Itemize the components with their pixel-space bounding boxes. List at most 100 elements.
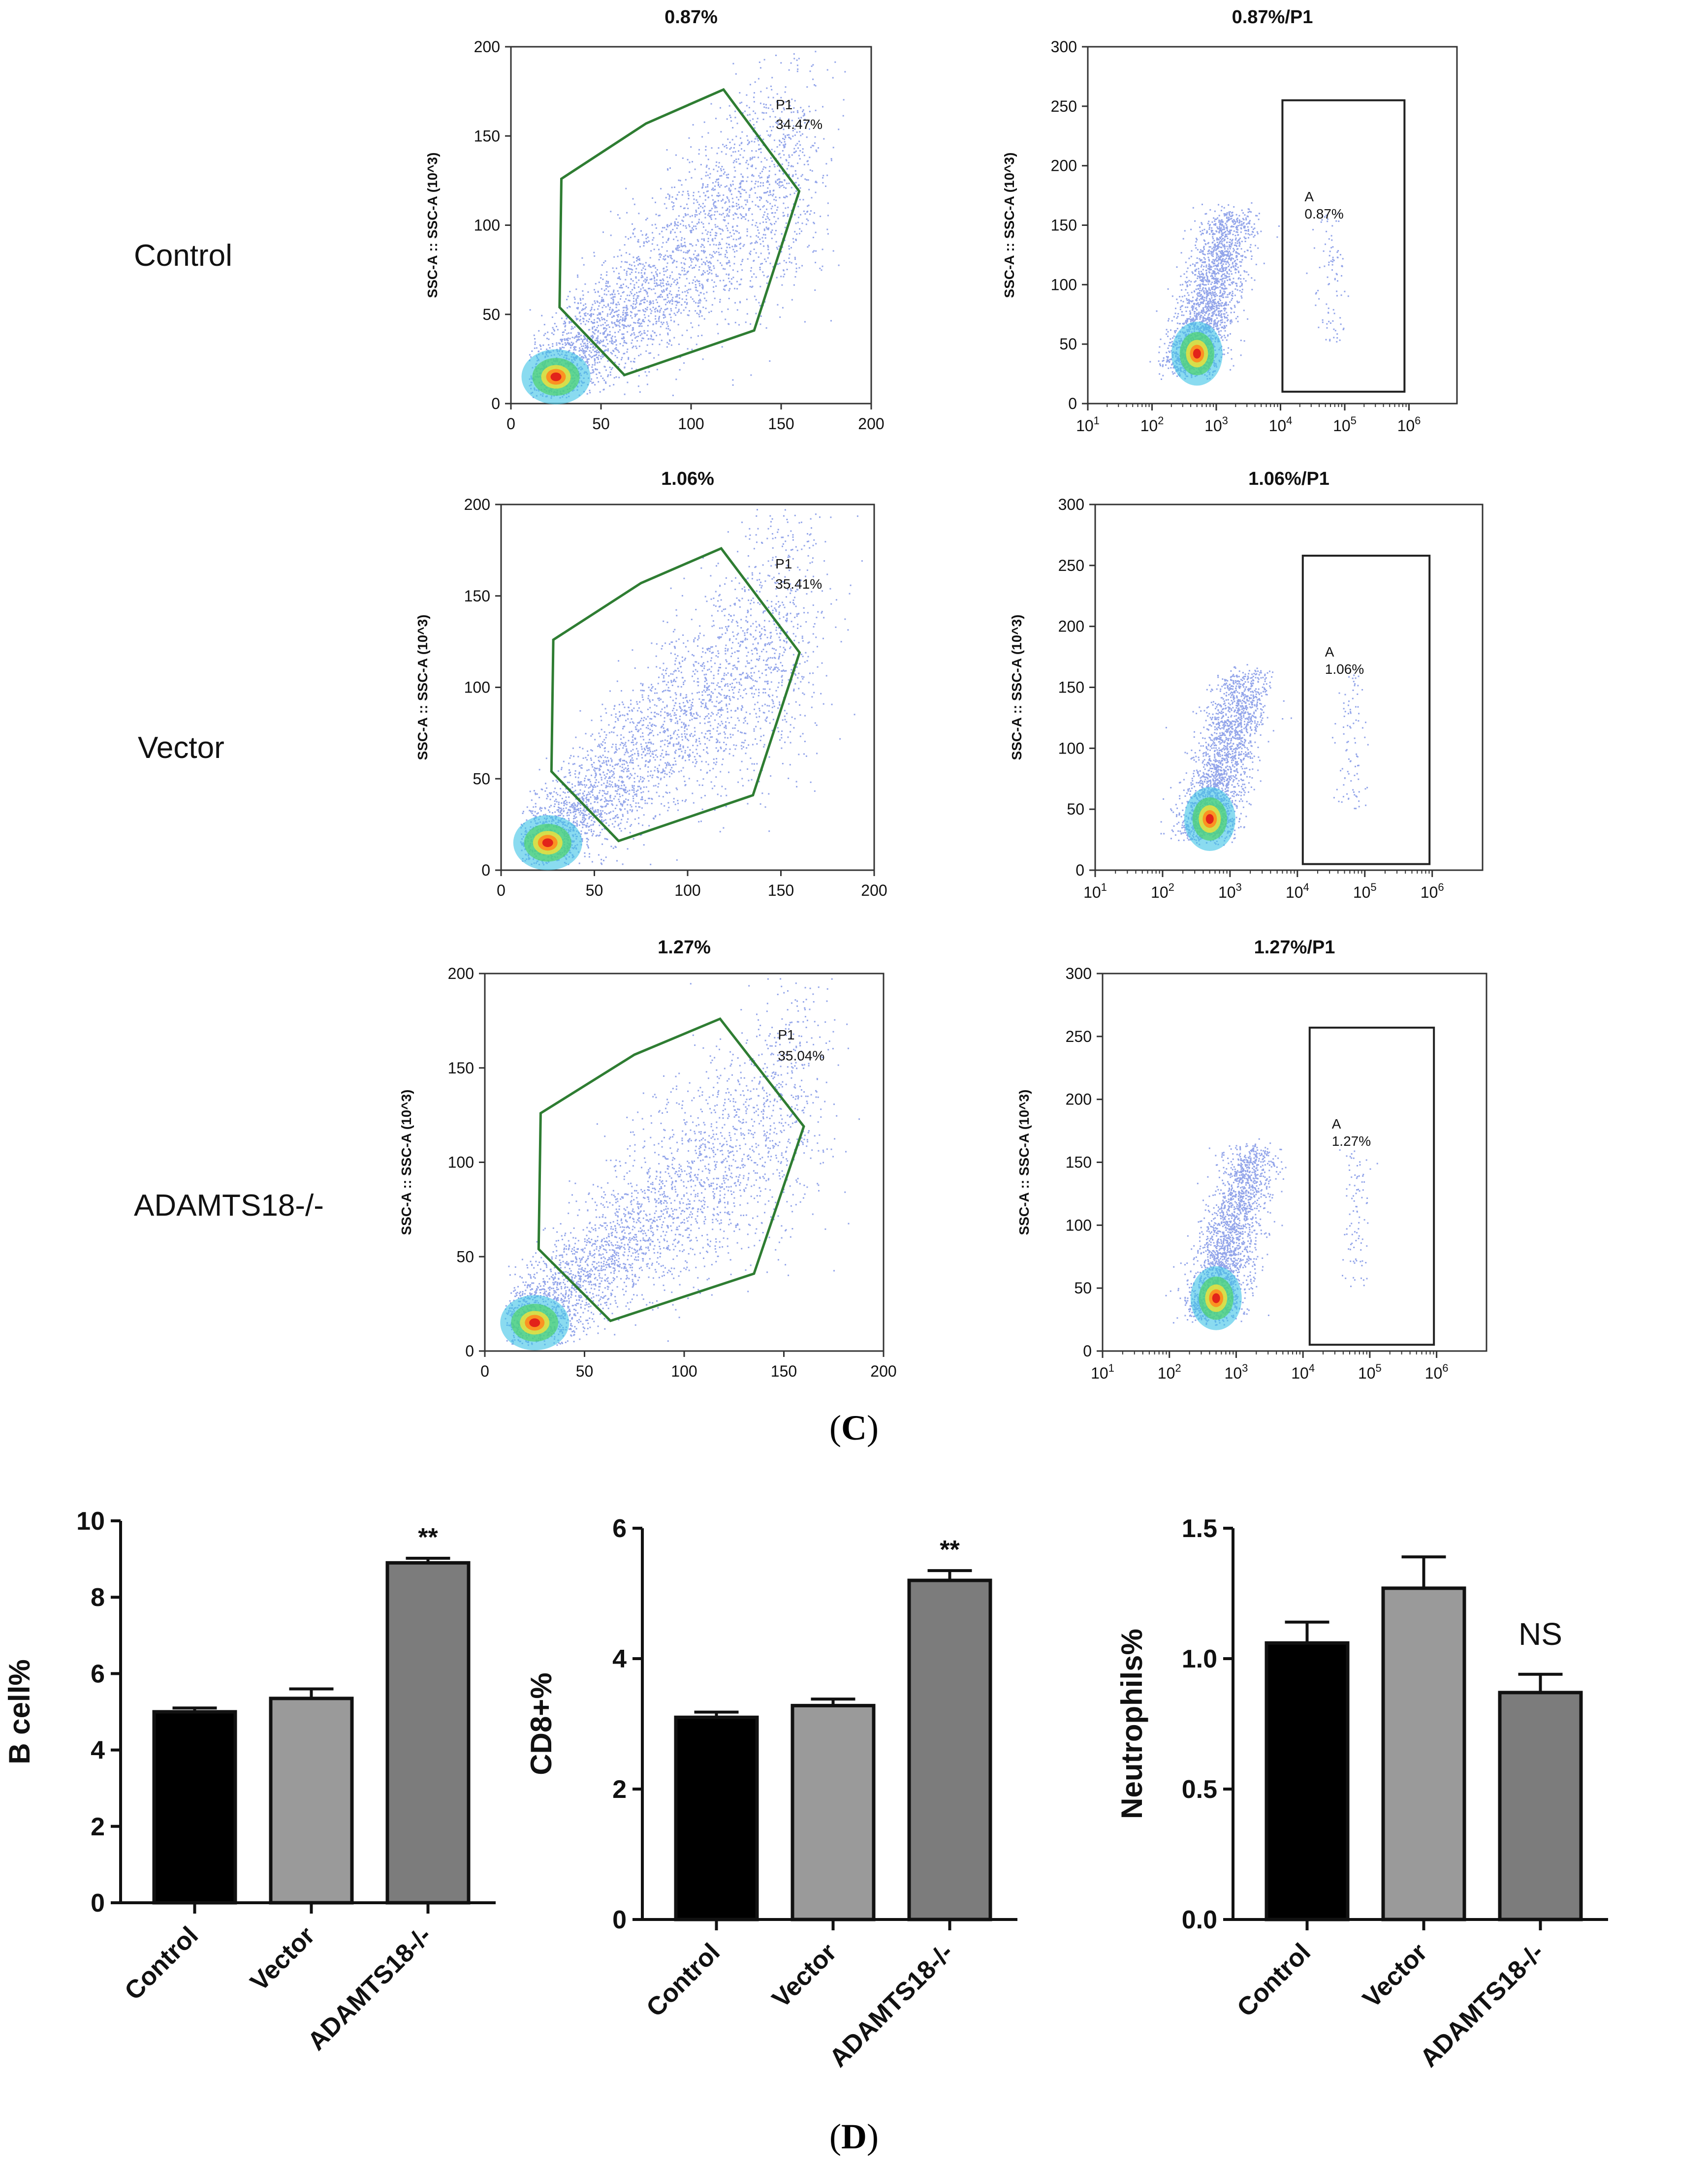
y-tick-label: 150	[464, 587, 490, 605]
log-title: 1.06%/P1	[1248, 469, 1329, 489]
y-tick-label: 200	[1066, 1091, 1092, 1108]
y-tick-label: 0.5	[1182, 1775, 1217, 1804]
x-tick-label: 103	[1204, 414, 1228, 435]
scatter-plot-1: 1.06% P1 35.41% 0 50 100 150 200 0 50 100 150 200 SSC…	[415, 469, 887, 899]
y-tick-label: 6	[91, 1660, 105, 1688]
x-tick-label: 101	[1091, 1362, 1114, 1382]
x-tick-label: 105	[1333, 414, 1357, 435]
scatter-frame	[510, 46, 872, 405]
scatter-plot-0: 0.87% P1 34.47% 0 50 100 150 200 0 50 100 150 200 SSC…	[425, 7, 885, 433]
y-tick-label: 50	[456, 1248, 474, 1265]
bar-1	[269, 1697, 354, 1905]
significance-label: **	[940, 1536, 960, 1564]
y-axis-label: SSC-A :: SSC-A (10^3)	[425, 153, 440, 298]
y-tick-label: 0	[465, 1342, 474, 1360]
bar-2	[1498, 1691, 1583, 1921]
scatter-title: 1.27%	[658, 937, 711, 958]
y-axis-label: SSC-A :: SSC-A (10^3)	[1002, 153, 1017, 298]
y-tick-label: 300	[1066, 965, 1092, 982]
x-tick-label: 106	[1397, 414, 1421, 435]
x-tick-label: 100	[678, 415, 704, 433]
gate-p1-name: P1	[778, 1027, 794, 1042]
gate-p1-name: P1	[776, 97, 792, 112]
x-tick-label: 150	[768, 881, 794, 899]
x-tick-label: 50	[586, 881, 603, 899]
gate-p1-pct: 35.41%	[775, 576, 822, 592]
log-title: 0.87%/P1	[1232, 7, 1313, 28]
scatter-frame	[500, 503, 875, 871]
x-tick-label: 105	[1358, 1362, 1382, 1382]
x-tick-label: 105	[1353, 881, 1377, 901]
y-tick-label: 100	[474, 217, 500, 234]
y-axis-label: SSC-A :: SSC-A (10^3)	[399, 1090, 414, 1235]
y-tick-label: 50	[482, 306, 500, 323]
y-tick-label: 200	[464, 496, 490, 513]
gate-p1-pct: 34.47%	[776, 117, 822, 132]
y-tick-label: 150	[474, 127, 500, 145]
y-tick-label: 150	[1066, 1154, 1092, 1171]
x-tick-label: 101	[1083, 881, 1107, 901]
y-tick-label: 0	[91, 1889, 105, 1918]
gate-a	[1308, 1026, 1435, 1346]
log-plot-2: 1.27%/P1 A1.27% 0 50 100 150 200 250 300 101 102 10…	[1016, 937, 1487, 1382]
y-tick-label: 10	[76, 1507, 105, 1536]
y-tick-label: 300	[1051, 38, 1077, 56]
y-tick-label: 50	[1067, 800, 1084, 818]
y-tick-label: 200	[1051, 157, 1077, 175]
row-label-knockout: ADAMTS18-/-	[134, 1189, 324, 1223]
x-tick-label: 103	[1218, 881, 1242, 901]
log-frame	[1094, 503, 1484, 871]
x-tick-label: 104	[1269, 414, 1293, 435]
density-hotspot	[1212, 1293, 1220, 1303]
y-tick-label: 200	[1058, 618, 1084, 635]
y-axis-label: Neutrophils%	[1115, 1629, 1148, 1819]
y-tick-label: 100	[1058, 739, 1084, 757]
flow-cytometry-panels: 0.87% P1 34.47% 0 50 100 150 200 0 50 100 150 200 SSC…	[399, 7, 1487, 1382]
y-tick-label: 0	[481, 861, 490, 879]
density-hotspot	[542, 838, 553, 848]
bar-1	[1381, 1586, 1466, 1921]
density-hotspot	[1205, 814, 1214, 824]
density-hotspot	[529, 1318, 540, 1327]
y-axis-label: SSC-A :: SSC-A (10^3)	[1009, 615, 1024, 760]
x-tick-label: 102	[1158, 1362, 1181, 1382]
y-tick-label: 200	[474, 38, 500, 56]
y-axis-label: CD8+%	[525, 1672, 558, 1775]
bar-0	[674, 1715, 759, 1921]
y-tick-label: 150	[1051, 217, 1077, 234]
y-axis-label: SSC-A :: SSC-A (10^3)	[1016, 1090, 1032, 1235]
y-tick-label: 100	[448, 1154, 474, 1171]
x-tick-label: 103	[1225, 1362, 1248, 1382]
bar-2	[385, 1561, 471, 1905]
x-tick-label: 150	[768, 415, 794, 433]
gate-p1-pct: 35.04%	[778, 1048, 824, 1063]
x-tick-label: 102	[1151, 881, 1174, 901]
y-axis-label: SSC-A :: SSC-A (10^3)	[415, 615, 430, 760]
y-tick-label: 50	[473, 770, 490, 787]
panel-d-caption: (D)	[829, 2117, 879, 2156]
y-tick-label: 0	[1068, 395, 1077, 412]
y-tick-label: 0	[1083, 1342, 1092, 1360]
x-tick-label: 0	[497, 881, 506, 899]
scatter-title: 1.06%	[661, 469, 714, 489]
y-tick-label: 1.0	[1182, 1645, 1217, 1673]
gate-a-name: A	[1332, 1116, 1341, 1132]
x-tick-label: 150	[771, 1362, 797, 1380]
bar-0	[1265, 1641, 1350, 1921]
x-tick-label: 106	[1425, 1362, 1449, 1382]
y-tick-label: 0	[491, 395, 500, 412]
x-tick-label: 101	[1076, 414, 1100, 435]
gate-p1	[550, 547, 801, 843]
y-tick-label: 200	[448, 965, 474, 982]
x-tick-label: 0	[506, 415, 515, 433]
gate-p1	[537, 1017, 805, 1322]
log-plot-0: 0.87%/P1 A 0.87% 0 50 100 150 200 250 300 101 102 10…	[1002, 7, 1458, 435]
y-tick-label: 2	[91, 1813, 105, 1841]
y-tick-label: 150	[1058, 679, 1084, 696]
log-frame	[1087, 46, 1458, 405]
y-tick-label: 0.0	[1182, 1906, 1217, 1934]
y-tick-label: 250	[1058, 557, 1084, 574]
y-tick-label: 0	[612, 1906, 627, 1934]
